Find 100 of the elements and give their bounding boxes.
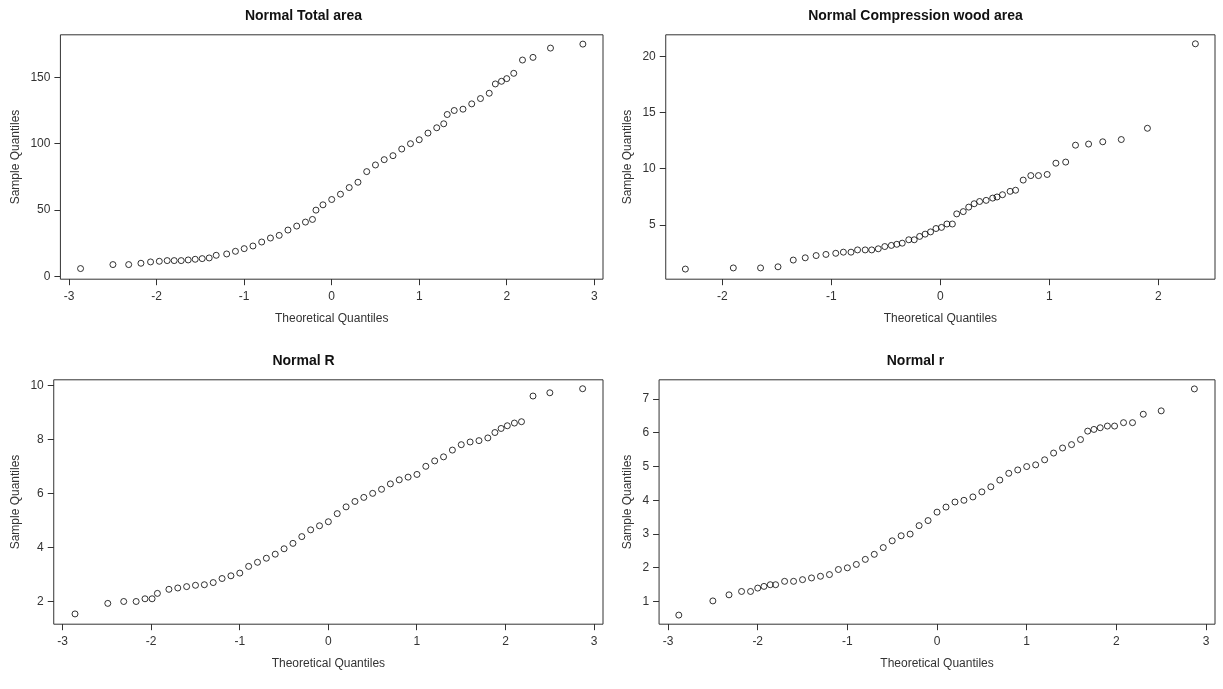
point bbox=[200, 581, 208, 589]
point bbox=[1023, 463, 1031, 470]
point bbox=[1139, 410, 1147, 418]
point bbox=[209, 579, 217, 586]
x-tick-label: 2 bbox=[1113, 633, 1121, 648]
point bbox=[1104, 422, 1111, 430]
point bbox=[372, 161, 379, 169]
point bbox=[1072, 141, 1079, 149]
point bbox=[407, 140, 414, 148]
point bbox=[459, 105, 467, 113]
point bbox=[443, 111, 451, 118]
point bbox=[681, 265, 689, 273]
point bbox=[148, 595, 156, 603]
point bbox=[976, 198, 984, 205]
point bbox=[812, 252, 820, 259]
y-axis-title: Sample Quantiles bbox=[7, 109, 22, 205]
x-tick-label: 1 bbox=[1023, 633, 1031, 648]
x-axis-title: Theoretical Quantiles bbox=[275, 311, 389, 326]
point bbox=[1052, 159, 1060, 167]
point bbox=[415, 136, 423, 144]
x-tick-label: 1 bbox=[413, 633, 421, 648]
point bbox=[223, 250, 231, 258]
point bbox=[1035, 172, 1042, 179]
point bbox=[801, 254, 809, 262]
point bbox=[870, 550, 878, 558]
point bbox=[227, 572, 235, 580]
point bbox=[757, 264, 764, 272]
point bbox=[953, 210, 961, 218]
point bbox=[498, 77, 505, 85]
point bbox=[942, 503, 950, 511]
x-tick-label: -1 bbox=[826, 288, 838, 303]
point bbox=[1129, 419, 1136, 427]
point bbox=[477, 95, 484, 102]
point bbox=[440, 453, 447, 461]
y-tick-label: 8 bbox=[37, 431, 45, 446]
point bbox=[1041, 456, 1049, 464]
point bbox=[879, 544, 887, 551]
point bbox=[298, 533, 306, 541]
point bbox=[324, 518, 332, 526]
point bbox=[125, 261, 133, 268]
point bbox=[772, 581, 780, 589]
point bbox=[839, 248, 847, 256]
point bbox=[147, 258, 154, 266]
point bbox=[1019, 176, 1027, 184]
point bbox=[137, 259, 145, 267]
point bbox=[808, 574, 815, 582]
point bbox=[729, 264, 737, 272]
point bbox=[485, 89, 493, 97]
point bbox=[484, 434, 492, 442]
y-tick-label: 6 bbox=[642, 425, 650, 440]
point bbox=[843, 564, 851, 572]
point bbox=[1117, 136, 1125, 143]
x-tick-label: 2 bbox=[503, 288, 511, 303]
point bbox=[503, 422, 511, 430]
point bbox=[240, 245, 248, 253]
y-tick-label: 7 bbox=[642, 391, 650, 406]
x-tick-label: 0 bbox=[937, 288, 945, 303]
y-tick-label: 10 bbox=[30, 377, 45, 392]
y-axis-title: Sample Quantiles bbox=[7, 454, 22, 550]
point bbox=[1157, 407, 1165, 415]
point bbox=[781, 577, 789, 585]
point bbox=[993, 193, 1001, 201]
x-axis-title: Theoretical Quantiles bbox=[271, 656, 386, 671]
point bbox=[328, 196, 336, 203]
point bbox=[738, 588, 745, 595]
point bbox=[155, 257, 163, 265]
point bbox=[369, 489, 377, 497]
point bbox=[547, 44, 554, 52]
point bbox=[497, 425, 505, 432]
point bbox=[822, 251, 830, 258]
point bbox=[170, 257, 178, 264]
point bbox=[978, 488, 986, 496]
x-tick-label: 3 bbox=[590, 633, 598, 648]
point bbox=[916, 233, 924, 240]
point bbox=[924, 517, 932, 524]
point bbox=[141, 595, 149, 603]
point bbox=[948, 220, 956, 228]
point bbox=[897, 532, 905, 540]
point bbox=[832, 249, 840, 257]
point bbox=[120, 598, 128, 605]
y-tick-label: 3 bbox=[642, 526, 650, 541]
point bbox=[982, 196, 990, 204]
point bbox=[898, 239, 906, 247]
point bbox=[1144, 124, 1151, 132]
point bbox=[861, 246, 869, 254]
point bbox=[999, 191, 1006, 199]
point bbox=[854, 246, 861, 254]
x-tick-label: 3 bbox=[1202, 633, 1210, 648]
point bbox=[503, 75, 511, 83]
point bbox=[275, 231, 283, 239]
point bbox=[938, 223, 945, 231]
point bbox=[184, 256, 192, 264]
point bbox=[906, 530, 914, 538]
x-tick-label: -2 bbox=[717, 288, 729, 303]
y-tick-label: 1 bbox=[642, 593, 650, 608]
point bbox=[989, 194, 997, 202]
point bbox=[1043, 171, 1051, 178]
point bbox=[915, 522, 923, 530]
point bbox=[284, 226, 292, 234]
y-tick-label: 150 bbox=[30, 69, 51, 84]
